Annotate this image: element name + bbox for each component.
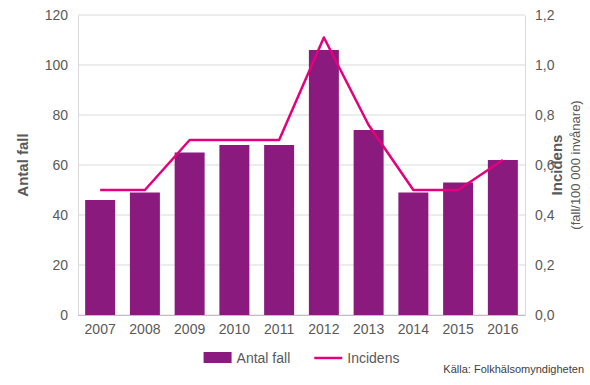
legend-label: Incidens <box>347 350 399 366</box>
bar <box>130 193 160 316</box>
x-tick-label: 2016 <box>487 321 518 337</box>
x-tick-label: 2014 <box>398 321 429 337</box>
y2-tick: 0,2 <box>525 257 555 273</box>
y-tick-label: 20 <box>52 257 68 273</box>
x-tick: 2009 <box>174 315 205 337</box>
x-tick: 2014 <box>398 315 429 337</box>
x-axis-line <box>79 315 526 316</box>
x-tick: 2010 <box>219 315 250 337</box>
y-axis: 0 20 40 60 80 100 120 <box>45 7 79 323</box>
x-tick: 2007 <box>85 315 116 337</box>
bar <box>398 193 428 316</box>
y-tick-label: 0 <box>60 307 68 323</box>
y-tick: 0 <box>60 307 78 323</box>
x-axis: 2007 2008 2009 2010 2011 2012 2013 2014 2015 2016 <box>79 315 526 337</box>
y-tick: 120 <box>45 7 78 23</box>
line <box>100 38 503 191</box>
y-tick-label: 60 <box>52 157 68 173</box>
x-tick: 2015 <box>443 315 474 337</box>
legend-swatch <box>204 352 232 363</box>
x-tick: 2013 <box>353 315 384 337</box>
x-tick-label: 2010 <box>219 321 250 337</box>
y-tick: 100 <box>45 57 78 73</box>
legend-label: Antal fall <box>237 350 291 366</box>
bar <box>354 130 384 315</box>
x-tick: 2012 <box>308 315 339 337</box>
y-tick: 60 <box>52 157 78 173</box>
y-tick-label: 100 <box>45 57 69 73</box>
marks <box>85 38 518 316</box>
x-tick: 2008 <box>129 315 160 337</box>
y-axis-title: Antal fall <box>14 133 31 196</box>
bar <box>443 183 473 316</box>
x-tick-label: 2015 <box>443 321 474 337</box>
y-tick-label: 40 <box>52 207 68 223</box>
x-tick-label: 2012 <box>308 321 339 337</box>
bar <box>488 160 518 315</box>
legend: Antal fall Incidens <box>204 350 400 366</box>
y2-tick-label: 1,0 <box>535 57 555 73</box>
y2-axis-title: Incidens <box>548 135 565 196</box>
grid <box>78 15 525 315</box>
y2-tick-label: 0,2 <box>535 257 555 273</box>
x-tick-label: 2011 <box>264 321 294 337</box>
y-tick: 40 <box>52 207 78 223</box>
y-tick-label: 80 <box>52 107 68 123</box>
y-tick: 80 <box>52 107 78 123</box>
y2-axis-line <box>525 16 526 316</box>
y2-tick-label: 0,0 <box>535 307 555 323</box>
x-tick-label: 2007 <box>85 321 116 337</box>
grid-line <box>78 115 525 116</box>
y2-tick: 0,0 <box>525 307 555 323</box>
grid-line <box>78 165 525 166</box>
y-axis-line <box>78 16 79 316</box>
x-tick: 2016 <box>487 315 518 337</box>
grid-line <box>78 65 525 66</box>
bar <box>264 145 294 315</box>
x-tick-label: 2008 <box>129 321 160 337</box>
plot-area: 0204060801001200,00,20,40,60,81,01,22007… <box>45 7 555 337</box>
legend-item: Antal fall <box>204 350 291 366</box>
bar <box>309 50 339 315</box>
y2-tick-label: 0,4 <box>535 207 555 223</box>
y2-axis-title: (fall/100 000 invånare) <box>568 100 583 229</box>
bar <box>85 200 115 315</box>
y2-tick-label: 0,8 <box>535 107 555 123</box>
x-tick-label: 2009 <box>174 321 205 337</box>
y2-tick: 1,0 <box>525 57 555 73</box>
x-tick: 2011 <box>264 315 294 337</box>
y2-tick: 1,2 <box>525 7 555 23</box>
legend-swatch <box>314 357 342 360</box>
bar <box>175 153 205 316</box>
y2-tick-label: 1,2 <box>535 7 555 23</box>
y2-tick: 0,4 <box>525 207 555 223</box>
y-tick-label: 120 <box>45 7 69 23</box>
legend-item: Incidens <box>314 350 399 366</box>
y2-tick: 0,8 <box>525 107 555 123</box>
grid-line <box>78 15 525 16</box>
y-tick: 20 <box>52 257 78 273</box>
x-tick-label: 2013 <box>353 321 384 337</box>
source-note: Källa: Folkhälsomyndigheten <box>443 363 584 375</box>
chart: 0204060801001200,00,20,40,60,81,01,22007… <box>0 0 590 385</box>
bar <box>219 145 249 315</box>
